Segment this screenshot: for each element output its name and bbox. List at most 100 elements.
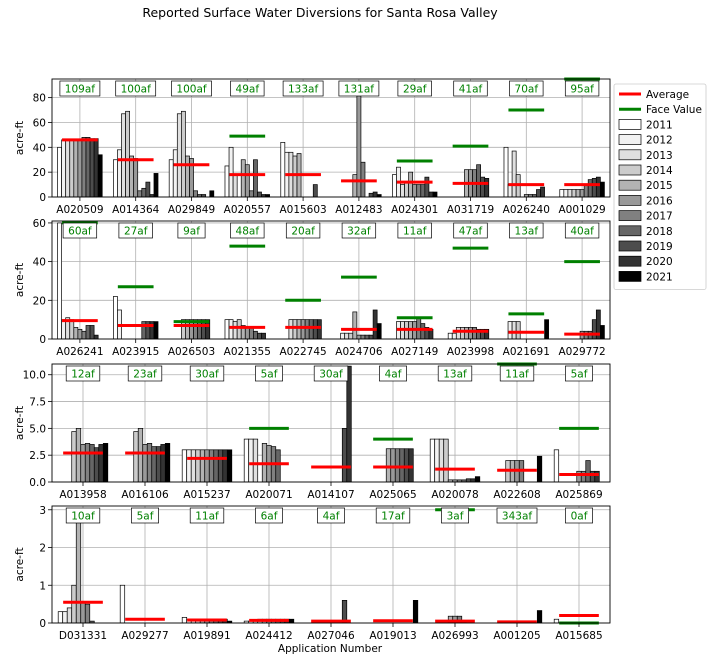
bar-2021-A001205 xyxy=(536,610,543,623)
bar-2012-D031331 xyxy=(62,611,68,623)
bar-2019-A001029 xyxy=(591,178,597,197)
bar-2016-A020509 xyxy=(77,139,83,197)
y-tick-label: 7.5 xyxy=(29,397,46,409)
face-value-label: 3af xyxy=(447,511,464,523)
face-value-label: 10af xyxy=(71,511,95,523)
bar-2014-A015603 xyxy=(292,155,298,197)
face-value-label: 13af xyxy=(443,369,467,381)
bar-2011-A025869 xyxy=(553,449,560,482)
face-value-label-box xyxy=(131,507,159,524)
bar-2013-A021355 xyxy=(232,321,238,339)
face-value-label-box xyxy=(375,507,411,524)
bar-2016-A025869 xyxy=(576,470,582,482)
x-tick-label: A015237 xyxy=(183,489,230,501)
face-value-label-box xyxy=(397,222,432,239)
bar-2014-D031331 xyxy=(71,584,77,623)
bar-2011-A015237 xyxy=(181,449,188,482)
bar-2011-A026240 xyxy=(503,146,509,197)
bar-2015-A025065 xyxy=(385,448,392,482)
y-axis-label: acre-ft xyxy=(14,406,26,440)
bar-2018-A025869 xyxy=(585,460,591,482)
bar-2015-A026241 xyxy=(73,327,79,339)
face-value-label-box xyxy=(189,365,225,382)
face-value-label-box xyxy=(230,222,265,239)
x-tick-label: A020078 xyxy=(431,489,478,501)
bar-2014-A022745 xyxy=(292,319,298,339)
face-value-label: 27af xyxy=(124,226,148,238)
panel-4: 0 1 2 3 D031331 A029277 A019891 A024412 A027046 A… xyxy=(14,505,611,642)
bars xyxy=(57,82,605,197)
panel-2: 0 20 40 60 A026241 A023915 A026503 A021355 A0227… xyxy=(14,218,611,358)
bar-2020-A022745 xyxy=(316,319,322,339)
bar-2019-A020509 xyxy=(89,138,95,197)
bar-2016-D031331 xyxy=(80,601,86,623)
face-value-label: 17af xyxy=(381,511,405,523)
bar-2019-A014107 xyxy=(341,428,348,482)
bar-2015-A024706 xyxy=(352,311,358,339)
bar-2020-A023998 xyxy=(484,328,490,339)
face-value-label: 30af xyxy=(319,369,343,381)
face-value-label: 5af xyxy=(261,369,278,381)
y-tick-label: 0 xyxy=(39,192,46,204)
x-tick-label: A024301 xyxy=(391,204,438,216)
bar-2013-A022745 xyxy=(288,319,294,339)
bar-2019-A015237 xyxy=(217,449,224,482)
bars xyxy=(57,509,560,623)
face-value-label: 40af xyxy=(570,226,594,238)
bar-2018-A031719 xyxy=(476,164,481,197)
bar-2021-A024706 xyxy=(376,323,382,339)
face-value-label-box xyxy=(338,80,380,97)
bar-2021-A015237 xyxy=(226,449,233,482)
bar-2021-A001029 xyxy=(600,181,605,197)
bar-2011-A020078 xyxy=(429,438,436,482)
face-value-label: 47af xyxy=(459,226,483,238)
bar-2014-A020509 xyxy=(69,139,75,197)
axes-frame xyxy=(51,220,611,340)
bar-2014-A001029 xyxy=(571,189,577,197)
bar-2014-A024706 xyxy=(348,332,354,339)
bar-2020-A014107 xyxy=(346,365,352,482)
y-tick-label: 60 xyxy=(33,117,46,129)
bar-2013-A015237 xyxy=(190,449,197,482)
y-tick-label: 0.0 xyxy=(29,477,46,489)
bar-2015-A020557 xyxy=(240,159,246,197)
bar-2012-A026241 xyxy=(61,319,67,339)
x-tick-label: A029772 xyxy=(558,346,605,358)
face-value-label-box xyxy=(499,365,535,382)
bars xyxy=(57,222,605,339)
bar-2013-A023998 xyxy=(455,327,461,339)
bar-2021-A024412 xyxy=(288,618,295,623)
face-value-label: 29af xyxy=(403,84,427,96)
face-value-label: 48af xyxy=(236,226,260,238)
legend-swatch-2016 xyxy=(618,195,642,206)
bar-2015-A012483 xyxy=(352,174,358,197)
bar-2013-A001029 xyxy=(567,189,573,197)
bar-2018-A022745 xyxy=(308,319,314,339)
bar-2021-A029849 xyxy=(209,190,215,197)
y-tick-label: 5.0 xyxy=(29,423,46,435)
x-tick-label: A026241 xyxy=(56,346,103,358)
legend-label-2018: 2018 xyxy=(646,226,673,238)
bar-2019-A026240 xyxy=(536,189,541,197)
bar-2018-A020071 xyxy=(275,449,281,482)
y-tick-label: 40 xyxy=(33,257,46,269)
legend-swatch-2013 xyxy=(618,149,642,161)
panel-1: 0 20 40 60 80 A020509 A014364 A029849 A020557 A01… xyxy=(14,77,611,216)
legend-label-2019: 2019 xyxy=(646,241,673,253)
x-tick-label: A015685 xyxy=(555,630,602,642)
bar-2014-A014364 xyxy=(125,110,130,197)
bar-2021-A019013 xyxy=(412,600,419,623)
bar-2018-A021355 xyxy=(253,330,258,339)
bar-2012-A020071 xyxy=(248,438,254,482)
face-value-label-box xyxy=(65,365,101,382)
bar-2021-A013958 xyxy=(102,443,109,482)
face-value-label-box xyxy=(282,80,324,97)
face-value-label-box xyxy=(341,222,377,239)
bar-2012-A020509 xyxy=(61,139,67,197)
bar-2013-A020557 xyxy=(232,174,238,197)
bar-2013-A014364 xyxy=(121,113,126,197)
bar-2011-A015685 xyxy=(553,618,560,623)
x-tick-label: A024706 xyxy=(335,346,383,358)
bar-2021-A020557 xyxy=(265,194,270,197)
face-value-label: 11af xyxy=(403,226,427,238)
